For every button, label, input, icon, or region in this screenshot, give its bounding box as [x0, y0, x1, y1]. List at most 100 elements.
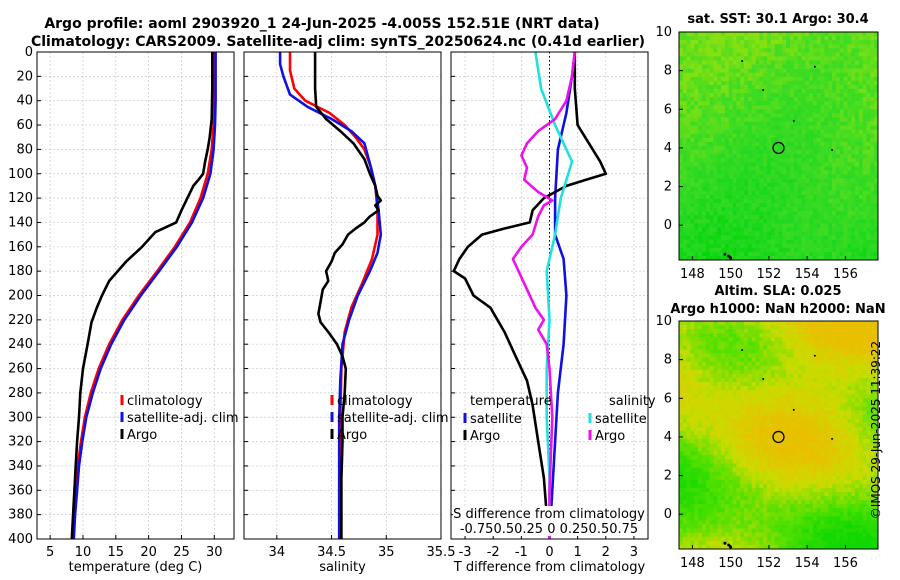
- heatmap-cell: [732, 170, 737, 175]
- heatmap-cell: [820, 369, 825, 375]
- heatmap-cell: [816, 182, 821, 188]
- heatmap-cell: [847, 211, 852, 216]
- heatmap-cell: [820, 426, 825, 432]
- heatmap-cell: [812, 223, 818, 228]
- heatmap-cell: [728, 251, 733, 257]
- heatmap-cell: [824, 235, 829, 240]
- heatmap-cell: [767, 414, 772, 420]
- heatmap-cell: [862, 215, 867, 220]
- heatmap-cell: [713, 333, 718, 338]
- heatmap-cell: [770, 158, 775, 163]
- heatmap-cell: [874, 190, 879, 196]
- heatmap-cell: [858, 235, 863, 240]
- heatmap-cell: [824, 64, 829, 69]
- heatmap-cell: [747, 60, 753, 65]
- heatmap-cell: [747, 255, 753, 261]
- heatmap-cell: [767, 141, 772, 147]
- heatmap-cell: [782, 321, 787, 326]
- heatmap-cell: [812, 422, 818, 428]
- heatmap-cell: [797, 386, 802, 391]
- heatmap-cell: [847, 353, 852, 358]
- heatmap-cell: [789, 101, 795, 106]
- sst_map-xtick-label: 150: [718, 267, 743, 282]
- heatmap-cell: [728, 329, 733, 334]
- heatmap-cell: [824, 89, 829, 94]
- heatmap-cell: [759, 117, 764, 122]
- heatmap-cell: [801, 109, 806, 114]
- heatmap-cell: [763, 243, 768, 249]
- heatmap-cell: [835, 203, 841, 208]
- heatmap-cell: [774, 198, 779, 204]
- heatmap-cell: [778, 84, 783, 90]
- heatmap-cell: [740, 48, 745, 53]
- heatmap-cell: [782, 133, 787, 139]
- heatmap-cell: [812, 162, 818, 167]
- heatmap-cell: [862, 247, 867, 253]
- heatmap-cell: [778, 93, 783, 98]
- heatmap-cell: [767, 48, 772, 53]
- heatmap-cell: [747, 373, 753, 379]
- heatmap-cell: [805, 198, 810, 204]
- heatmap-cell: [870, 345, 875, 350]
- heatmap-cell: [690, 345, 695, 350]
- heatmap-cell: [705, 414, 710, 420]
- heatmap-cell: [797, 186, 802, 192]
- heatmap-cell: [778, 235, 783, 240]
- heatmap-cell: [786, 84, 791, 90]
- heatmap-cell: [793, 162, 798, 167]
- heatmap-cell: [721, 439, 726, 444]
- heatmap-cell: [728, 410, 733, 415]
- heatmap-cell: [690, 84, 695, 90]
- heatmap-cell: [832, 121, 837, 126]
- heatmap-cell: [709, 394, 714, 399]
- heatmap-cell: [744, 382, 749, 387]
- heatmap-cell: [778, 64, 783, 69]
- temperature-xtick-label: 10: [75, 545, 92, 560]
- heatmap-cell: [855, 239, 860, 245]
- heatmap-cell: [801, 198, 806, 204]
- heatmap-cell: [759, 166, 764, 171]
- heatmap-cell: [763, 365, 768, 371]
- heatmap-cell: [763, 170, 768, 175]
- heatmap-cell: [705, 243, 710, 249]
- heatmap-cell: [763, 190, 768, 196]
- heatmap-cell: [698, 166, 703, 171]
- heatmap-cell: [694, 141, 699, 147]
- heatmap-cell: [736, 247, 741, 253]
- heatmap-cell: [832, 133, 837, 139]
- heatmap-cell: [801, 439, 806, 444]
- heatmap-cell: [824, 435, 829, 440]
- heatmap-cell: [862, 194, 867, 200]
- heatmap-cell: [682, 435, 687, 440]
- heatmap-cell: [809, 333, 814, 338]
- heatmap-cell: [812, 365, 818, 371]
- heatmap-cell: [839, 56, 844, 61]
- heatmap-cell: [874, 361, 879, 367]
- heatmap-cell: [820, 52, 825, 57]
- heatmap-cell: [763, 410, 768, 415]
- heatmap-cell: [851, 227, 856, 232]
- heatmap-cell: [770, 198, 775, 204]
- heatmap-cell: [698, 414, 703, 420]
- heatmap-cell: [740, 72, 745, 78]
- heatmap-cell: [828, 341, 833, 346]
- heatmap-cell: [809, 390, 814, 395]
- heatmap-cell: [774, 182, 779, 188]
- heatmap-cell: [858, 141, 863, 147]
- heatmap-cell: [786, 68, 791, 74]
- heatmap-cell: [843, 227, 848, 232]
- heatmap-cell: [812, 89, 818, 94]
- heatmap-cell: [789, 32, 795, 37]
- heatmap-cell: [809, 398, 814, 403]
- heatmap-cell: [721, 382, 726, 387]
- heatmap-cell: [843, 398, 848, 403]
- heatmap-cell: [682, 194, 687, 200]
- heatmap-cell: [694, 414, 699, 420]
- heatmap-cell: [698, 72, 703, 78]
- heatmap-cell: [874, 422, 879, 428]
- heatmap-cell: [816, 158, 821, 163]
- heatmap-cell: [835, 349, 841, 354]
- heatmap-cell: [759, 60, 764, 65]
- heatmap-cell: [809, 174, 814, 179]
- heatmap-cell: [789, 439, 795, 444]
